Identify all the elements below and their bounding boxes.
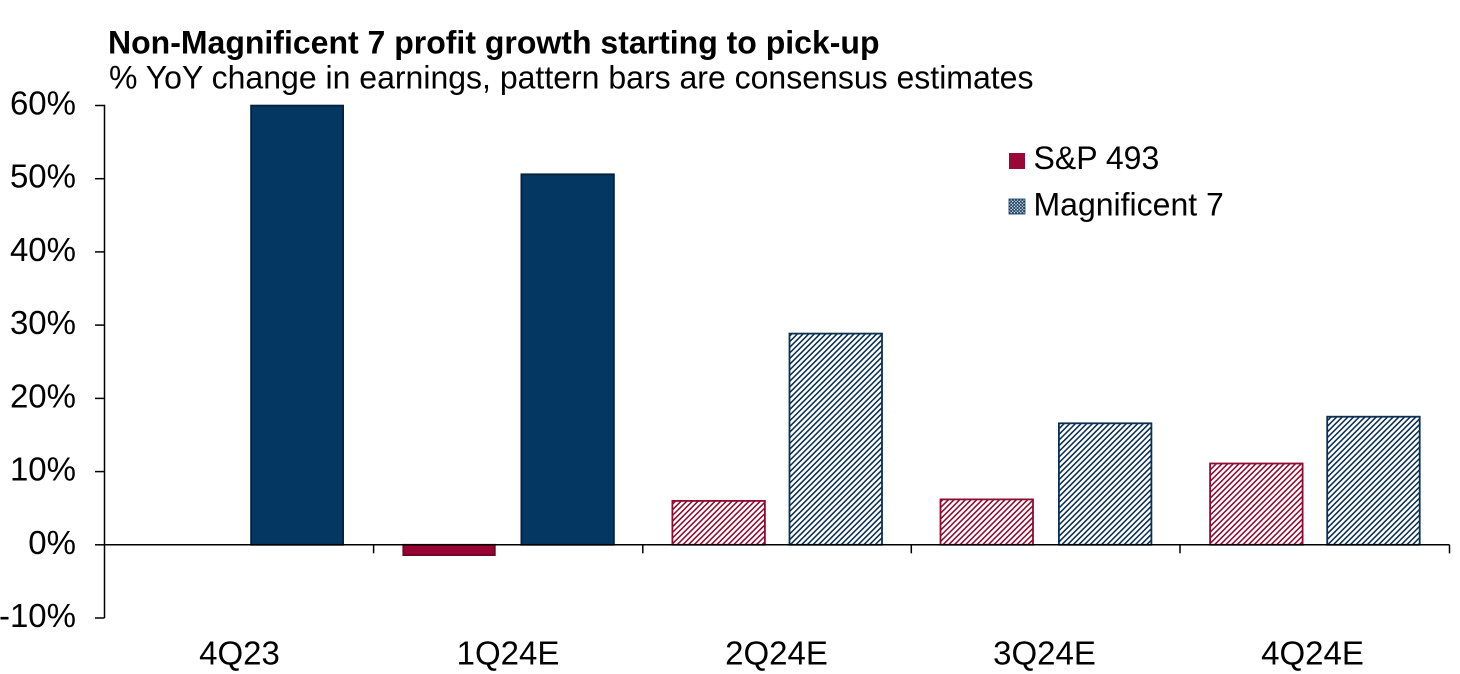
svg-text:1Q24E: 1Q24E (457, 635, 560, 672)
svg-text:50%: 50% (10, 158, 76, 195)
svg-text:4Q24E: 4Q24E (1261, 635, 1364, 672)
svg-text:-10%: -10% (0, 597, 76, 634)
svg-text:0%: 0% (28, 524, 76, 561)
svg-text:Magnificent 7: Magnificent 7 (1034, 187, 1224, 223)
svg-text:3Q24E: 3Q24E (993, 635, 1096, 672)
svg-text:Non-Magnificent 7 profit growt: Non-Magnificent 7 profit growth starting… (108, 25, 880, 61)
svg-text:20%: 20% (10, 377, 76, 414)
svg-text:60%: 60% (10, 85, 76, 122)
svg-text:S&P 493: S&P 493 (1034, 140, 1160, 176)
svg-text:30%: 30% (10, 304, 76, 341)
svg-text:% YoY change in earnings, patt: % YoY change in earnings, pattern bars a… (109, 60, 1033, 96)
svg-text:10%: 10% (10, 451, 76, 488)
svg-text:4Q23: 4Q23 (199, 635, 280, 672)
svg-text:40%: 40% (10, 231, 76, 268)
svg-text:2Q24E: 2Q24E (725, 635, 828, 672)
